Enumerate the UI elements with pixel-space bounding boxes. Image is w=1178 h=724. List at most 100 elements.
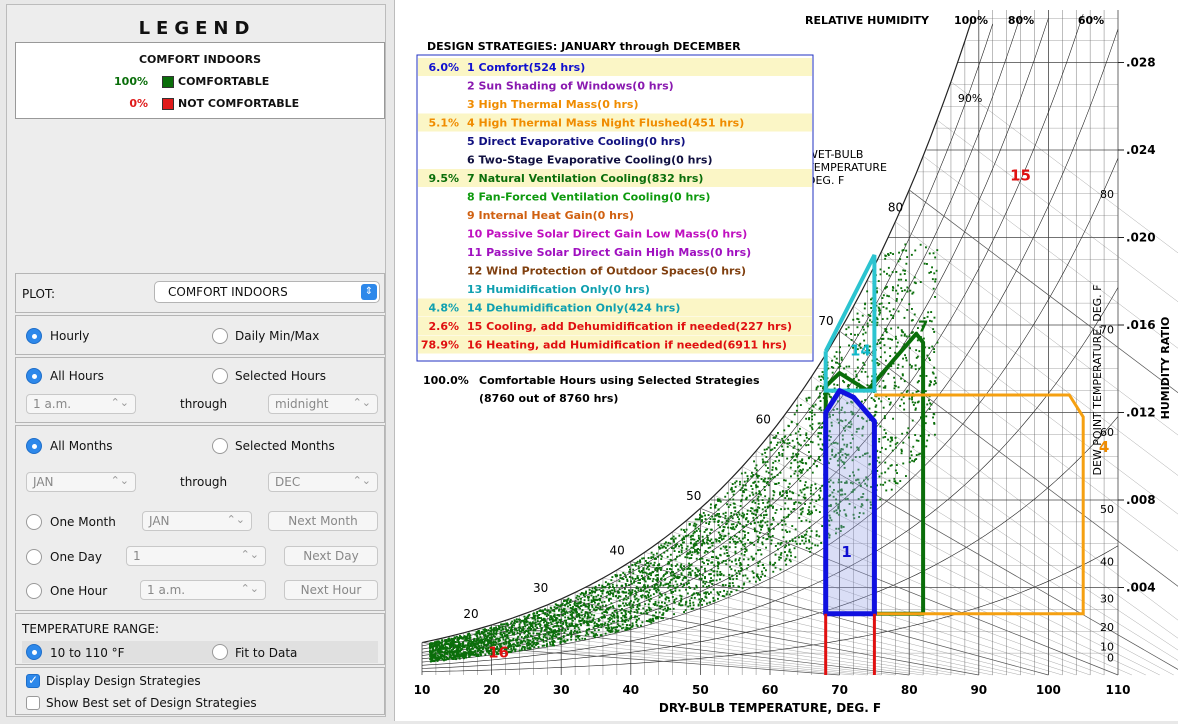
hour-from-select[interactable]: 1 a.m. ⌃⌄ <box>26 394 136 414</box>
data-point <box>782 536 785 539</box>
data-point <box>861 496 864 498</box>
wet-bulb-line <box>630 561 1049 676</box>
data-point <box>719 554 722 557</box>
data-point <box>769 477 772 480</box>
data-point <box>605 596 608 599</box>
data-point <box>487 632 489 635</box>
data-point <box>743 513 746 516</box>
plot-select[interactable]: COMFORT INDOORS ⇕ <box>154 281 380 303</box>
data-point <box>830 366 833 368</box>
data-point <box>542 612 545 615</box>
data-point <box>559 619 562 622</box>
fit-to-data-radio[interactable] <box>212 644 228 660</box>
one-month-radio[interactable] <box>26 514 42 530</box>
data-point <box>858 456 861 458</box>
data-point <box>739 562 742 564</box>
data-point <box>885 432 887 435</box>
data-point <box>563 639 566 642</box>
data-point <box>861 427 864 430</box>
data-point <box>695 574 698 576</box>
data-point <box>601 586 604 588</box>
data-point <box>915 439 918 442</box>
data-point <box>743 480 746 483</box>
all-months-radio[interactable] <box>26 438 42 454</box>
data-point <box>611 630 614 633</box>
one-day-select[interactable]: 1 ⌃⌄ <box>126 546 266 566</box>
data-point <box>502 636 504 639</box>
hourly-radio[interactable] <box>26 328 42 344</box>
data-point <box>559 605 562 608</box>
data-point <box>731 538 734 541</box>
data-point <box>443 657 446 660</box>
data-point <box>564 629 567 631</box>
data-point <box>601 623 604 626</box>
all-hours-radio[interactable] <box>26 368 42 384</box>
data-point <box>859 387 861 390</box>
next-hour-button[interactable]: Next Hour <box>284 580 378 600</box>
show-best-checkbox[interactable] <box>26 696 40 710</box>
data-point <box>534 621 537 624</box>
data-point <box>764 495 767 498</box>
one-month-select[interactable]: JAN ⌃⌄ <box>142 511 252 531</box>
data-point <box>464 651 467 654</box>
data-point <box>828 524 831 527</box>
data-point <box>504 626 507 629</box>
data-point <box>925 415 928 418</box>
data-point <box>705 596 708 599</box>
x-tick-label: 40 <box>622 683 639 697</box>
data-point <box>903 343 906 346</box>
data-point <box>772 505 774 508</box>
data-point <box>761 499 764 501</box>
selected-months-radio[interactable] <box>212 438 228 454</box>
data-point <box>702 540 704 543</box>
temp-range-10-110-radio[interactable] <box>26 644 42 660</box>
one-hour-radio[interactable] <box>26 583 42 599</box>
data-point <box>449 655 451 658</box>
one-hour-select[interactable]: 1 a.m. ⌃⌄ <box>140 580 266 600</box>
data-point <box>868 455 871 458</box>
data-point <box>786 491 789 494</box>
data-point <box>739 505 742 507</box>
data-point <box>466 646 468 649</box>
data-point <box>438 650 441 653</box>
data-point <box>865 420 868 423</box>
data-point <box>536 643 538 645</box>
data-point <box>718 513 720 515</box>
data-point <box>484 639 486 642</box>
data-point <box>715 514 718 517</box>
data-point <box>759 549 762 551</box>
data-point <box>467 642 469 645</box>
data-point <box>476 642 479 645</box>
data-point <box>855 479 857 482</box>
data-point <box>902 249 905 251</box>
data-point <box>642 589 645 592</box>
data-point <box>771 497 774 500</box>
next-day-button[interactable]: Next Day <box>284 546 378 566</box>
data-point <box>748 580 751 583</box>
data-point <box>712 588 715 591</box>
data-point <box>875 324 878 327</box>
next-month-button[interactable]: Next Month <box>268 511 378 531</box>
selected-hours-radio[interactable] <box>212 368 228 384</box>
data-point <box>933 348 935 351</box>
data-point <box>626 578 629 581</box>
display-strategies-checkbox[interactable] <box>26 673 40 688</box>
data-point <box>807 509 810 511</box>
data-point <box>741 525 744 528</box>
data-point <box>546 626 549 629</box>
data-point <box>808 540 811 543</box>
data-point <box>749 541 752 544</box>
data-point <box>682 541 684 544</box>
month-to-select[interactable]: DEC ⌃⌄ <box>268 472 378 492</box>
data-point <box>708 523 710 525</box>
data-point <box>608 586 610 589</box>
data-point <box>780 508 782 511</box>
month-from-select[interactable]: JAN ⌃⌄ <box>26 472 136 492</box>
daily-radio[interactable] <box>212 328 228 344</box>
data-point <box>896 367 899 369</box>
data-point <box>616 620 619 623</box>
data-point <box>644 580 647 583</box>
one-day-radio[interactable] <box>26 549 42 565</box>
data-point <box>912 445 915 448</box>
hour-to-select[interactable]: midnight ⌃⌄ <box>268 394 378 414</box>
